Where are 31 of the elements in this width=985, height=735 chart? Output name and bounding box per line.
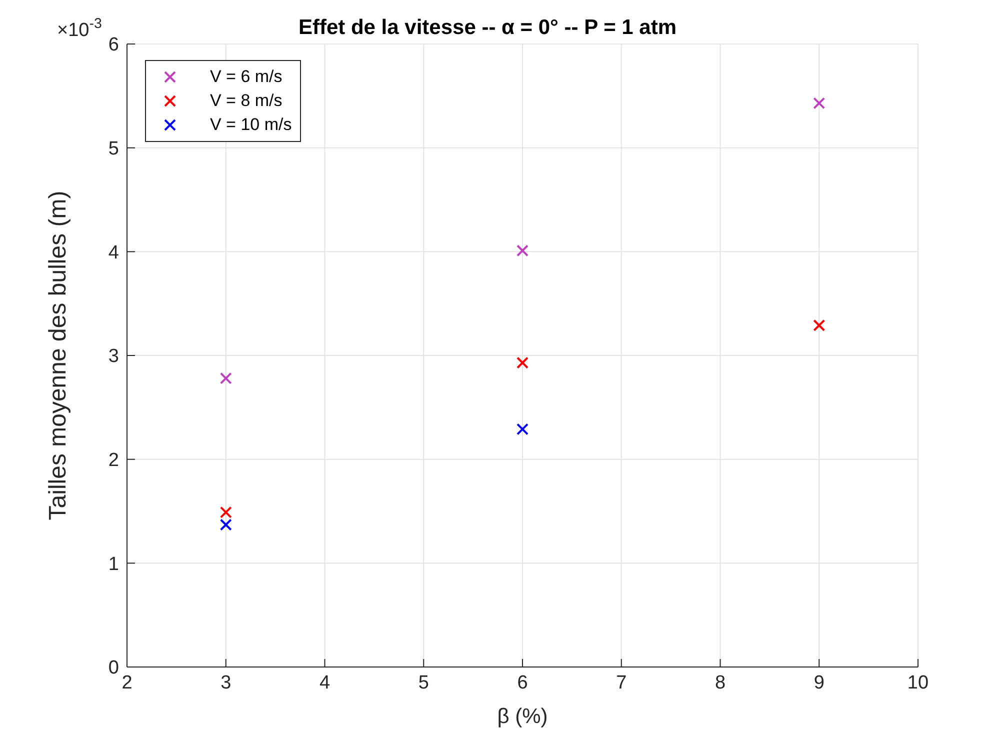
x-axis-title: β (%) bbox=[497, 705, 548, 728]
chart-title: Effet de la vitesse -- α = 0° -- P = 1 atm bbox=[298, 16, 677, 39]
y-tick-label: 0 bbox=[108, 658, 119, 679]
point bbox=[516, 356, 528, 369]
y-tick-label: 6 bbox=[108, 34, 119, 56]
legend-label: V = 8 m/s bbox=[210, 91, 282, 111]
y-axis-title: Tailles moyenne des bulles (m) bbox=[44, 190, 72, 520]
x-tick-label: 5 bbox=[418, 672, 429, 694]
legend-label: V = 6 m/s bbox=[210, 67, 282, 87]
x-tick-label: 3 bbox=[220, 672, 232, 694]
x-tick-label: 4 bbox=[319, 672, 330, 694]
legend-label: V = 10 m/s bbox=[210, 115, 292, 135]
text: ×10$^{-3}$ bbox=[57, 16, 102, 41]
x-tick-label: 7 bbox=[616, 672, 627, 694]
point bbox=[516, 244, 528, 257]
point bbox=[220, 372, 232, 384]
y-tick-label: 2 bbox=[108, 450, 119, 472]
y-tick-label: 5 bbox=[108, 138, 119, 160]
x-tick-label: 10 bbox=[907, 672, 929, 694]
y-tick-label: 1 bbox=[108, 554, 119, 575]
x-tick-label: 9 bbox=[814, 672, 824, 694]
point bbox=[220, 518, 232, 531]
point bbox=[813, 97, 826, 110]
x-tick-label: 6 bbox=[517, 672, 528, 694]
y-tick-label: 3 bbox=[108, 346, 119, 368]
x-tick-label: 2 bbox=[122, 672, 132, 694]
point bbox=[220, 506, 232, 518]
x-tick-label: 8 bbox=[714, 672, 726, 694]
point bbox=[813, 319, 826, 332]
point bbox=[516, 423, 528, 436]
y-tick-label: 4 bbox=[108, 242, 120, 264]
